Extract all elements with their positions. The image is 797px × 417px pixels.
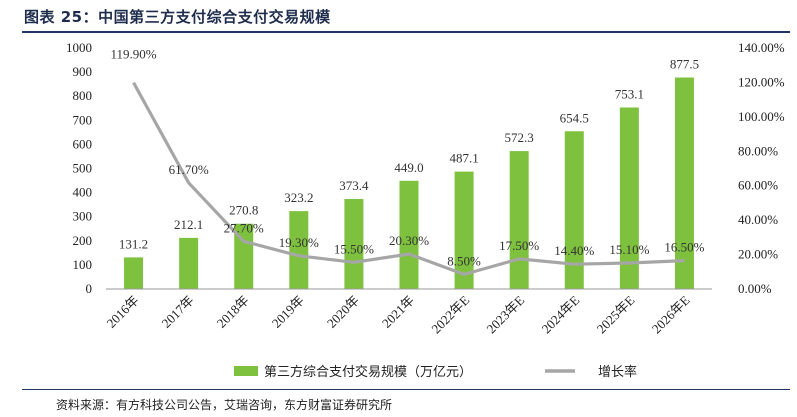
bar-value-label: 877.5 xyxy=(670,57,699,72)
bar xyxy=(454,171,474,289)
y-tick-label: 1000 xyxy=(66,40,92,55)
growth-value-label: 20.30% xyxy=(389,233,429,248)
x-tick-label: 2020年 xyxy=(324,293,362,331)
x-tick-label: 2019年 xyxy=(269,293,307,331)
bar xyxy=(124,257,144,289)
y2-tick-label: 100.00% xyxy=(738,109,785,124)
x-tick-label: 2018年 xyxy=(214,293,252,331)
growth-value-label: 15.10% xyxy=(609,242,649,257)
y-tick-label: 0 xyxy=(86,281,93,296)
y2-tick-label: 140.00% xyxy=(738,40,785,55)
growth-value-label: 14.40% xyxy=(554,243,594,258)
x-tick-label: 2024年E xyxy=(539,292,583,336)
y2-tick-label: 120.00% xyxy=(738,74,785,89)
y-tick-label: 800 xyxy=(73,88,93,103)
figure-title: 图表 25：中国第三方支付综合支付交易规模 xyxy=(24,8,331,26)
bar xyxy=(564,131,584,289)
y2-tick-label: 20.00% xyxy=(738,247,778,262)
growth-value-label: 27.70% xyxy=(224,220,264,235)
bar-value-label: 572.3 xyxy=(505,130,534,145)
growth-value-label: 15.50% xyxy=(334,241,374,256)
y2-tick-label: 80.00% xyxy=(738,143,778,158)
growth-value-label: 17.50% xyxy=(499,238,539,253)
bar-value-label: 270.8 xyxy=(229,203,258,218)
growth-value-label: 119.90% xyxy=(110,47,156,62)
growth-value-label: 8.50% xyxy=(447,253,481,268)
bar xyxy=(674,77,694,290)
left-axis: 0 100 200 300 400 500 600 700 800 900 1000 xyxy=(66,40,92,296)
legend-bar-label: 第三方综合支付交易规模（万亿元） xyxy=(264,364,472,380)
x-tick-label: 2021年 xyxy=(379,293,417,331)
x-tick-label: 2016年 xyxy=(103,293,141,331)
x-tick-label: 2023年E xyxy=(483,292,527,336)
bar xyxy=(509,151,529,289)
bar xyxy=(234,223,254,289)
y-tick-label: 900 xyxy=(73,64,93,79)
y-tick-label: 300 xyxy=(73,209,93,224)
bar xyxy=(619,107,639,289)
growth-line xyxy=(132,81,685,276)
x-axis: 2016年 2017年 2018年 2019年 2020年 2021年 2022年E 2023… xyxy=(103,288,712,336)
growth-value-label: 16.50% xyxy=(664,240,704,255)
title-rule xyxy=(22,31,790,33)
bar-value-label: 487.1 xyxy=(449,151,478,166)
bar-value-label: 654.5 xyxy=(560,110,589,125)
growth-value-label: 19.30% xyxy=(279,235,319,250)
y2-tick-label: 40.00% xyxy=(738,212,778,227)
source-note: 资料来源：有方科技公司公告，艾瑞咨询，东方财富证券研究所 xyxy=(56,398,393,412)
bar-value-label: 323.2 xyxy=(284,190,313,205)
y-tick-label: 700 xyxy=(73,112,93,127)
x-tick-label: 2025年E xyxy=(594,292,638,336)
data-labels: 131.2 212.1 270.8 323.2 373.4 449.0 487.1 572.3… xyxy=(110,47,704,269)
bar xyxy=(179,237,199,289)
y-tick-label: 200 xyxy=(73,233,93,248)
right-axis: 0.00% 20.00% 40.00% 60.00% 80.00% 100.00% 120.… xyxy=(738,40,785,296)
bar-value-label: 131.2 xyxy=(119,236,148,251)
y-tick-label: 100 xyxy=(73,257,93,272)
y-tick-label: 400 xyxy=(73,185,93,200)
legend: 第三方综合支付交易规模（万亿元） 增长率 xyxy=(234,364,637,380)
y-tick-label: 600 xyxy=(73,136,93,151)
x-tick-label: 2022年E xyxy=(428,292,472,336)
bar-value-label: 449.0 xyxy=(394,160,423,175)
bar-value-label: 212.1 xyxy=(174,217,203,232)
y-tick-label: 500 xyxy=(73,161,93,176)
bar xyxy=(289,211,309,289)
y2-tick-label: 0.00% xyxy=(738,281,772,296)
legend-bar-swatch xyxy=(234,366,258,376)
bar xyxy=(344,199,364,289)
x-tick-label: 2026年E xyxy=(649,292,693,336)
bar xyxy=(399,180,419,289)
y2-tick-label: 60.00% xyxy=(738,178,778,193)
x-tick-label: 2017年 xyxy=(159,293,197,331)
bar-series xyxy=(124,77,694,290)
bar-value-label: 753.1 xyxy=(615,87,644,102)
bar-value-label: 373.4 xyxy=(339,178,369,193)
legend-line-label: 增长率 xyxy=(598,364,637,380)
growth-line-series xyxy=(132,81,685,276)
source-rule xyxy=(22,389,790,390)
growth-value-label: 61.70% xyxy=(169,162,209,177)
